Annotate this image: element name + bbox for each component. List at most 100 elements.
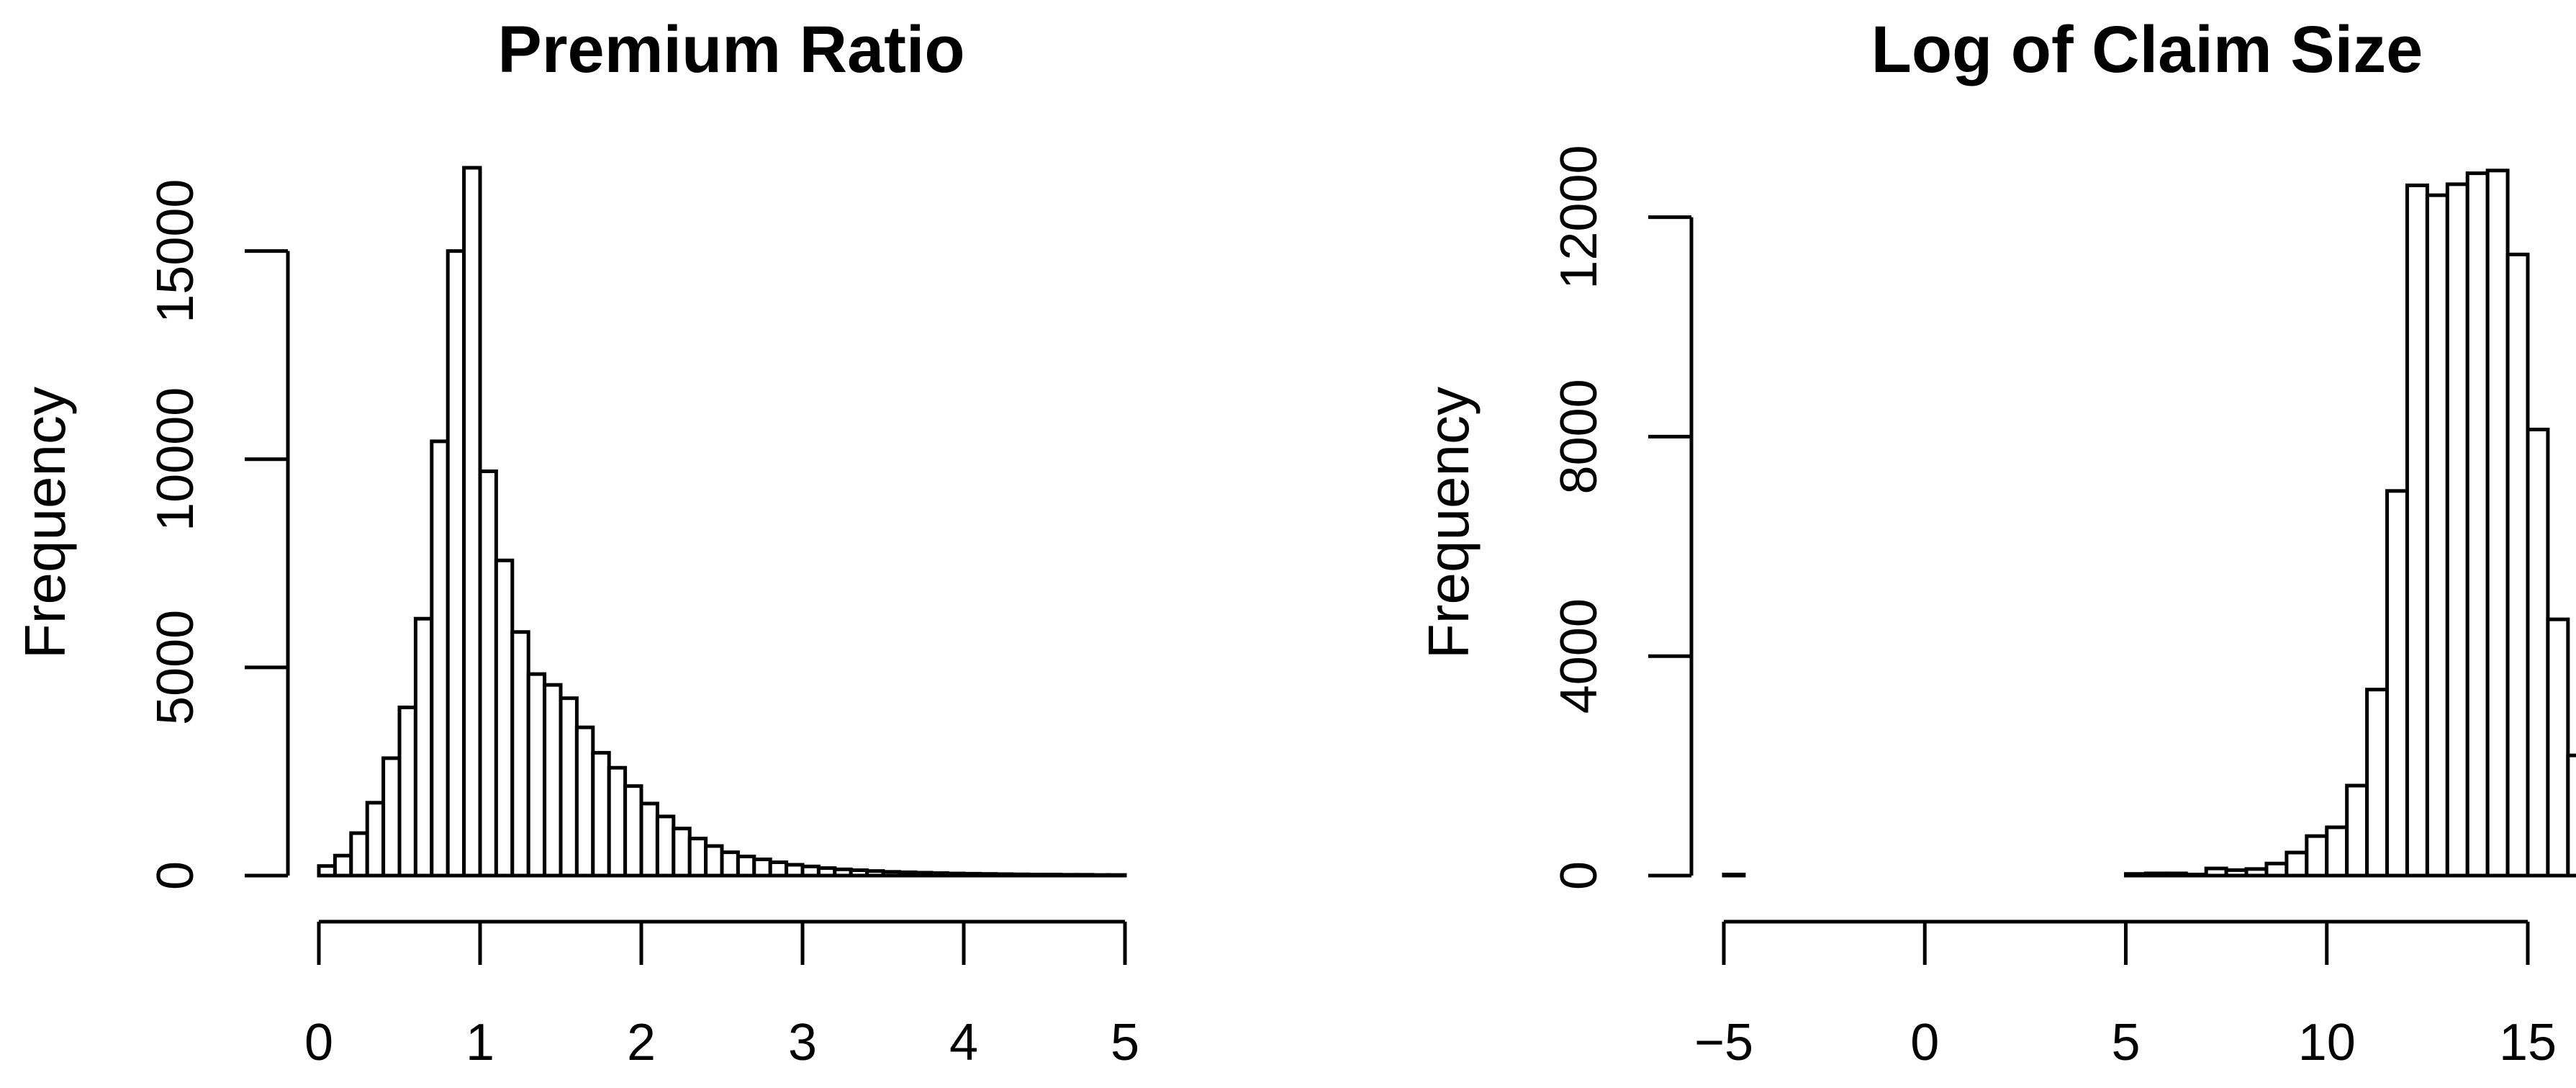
histogram-bar <box>833 867 853 878</box>
bars <box>317 166 1127 878</box>
histogram-bar <box>2405 183 2429 878</box>
histogram-bar <box>2445 182 2469 878</box>
histogram-bar <box>430 439 450 878</box>
histogram-bar <box>574 725 595 878</box>
bars <box>1722 168 2576 878</box>
histogram-bar <box>849 868 869 878</box>
histogram-bar <box>2284 850 2309 878</box>
y-tick-label: 12000 <box>1550 145 1608 289</box>
histogram-bar <box>2325 825 2349 878</box>
histogram-bar <box>655 814 676 878</box>
histogram-bar <box>865 869 885 878</box>
histogram-bar <box>2505 252 2530 878</box>
histogram-bar <box>413 616 434 878</box>
histogram-bar <box>462 166 482 878</box>
histogram-bar <box>2465 171 2490 878</box>
histogram-bar <box>623 784 643 878</box>
histogram-bar <box>994 872 1014 878</box>
histogram-bar <box>2345 783 2369 878</box>
x-tick-label: 15 <box>2499 1014 2557 1071</box>
y-tick-label: 4000 <box>1550 598 1608 714</box>
histogram-bar <box>720 850 740 878</box>
histogram-bar <box>800 864 821 878</box>
histogram-bar <box>2365 688 2390 878</box>
histogram-bar <box>1026 873 1047 878</box>
x-tick-label: 0 <box>1910 1014 1939 1071</box>
y-axis-label: Frequency <box>1416 387 1481 659</box>
histogram-bar <box>897 870 918 878</box>
histogram-bar <box>2385 489 2409 878</box>
chart-title: Premium Ratio <box>497 13 964 86</box>
histogram-bar <box>2124 872 2148 878</box>
y-axis: 0 4000 8000 12000 <box>1550 145 1694 890</box>
histogram-bar <box>2425 193 2449 878</box>
histogram-bar <box>397 705 417 878</box>
histogram-bar <box>929 871 950 878</box>
histogram-bar <box>2244 867 2269 878</box>
histogram-bar <box>785 863 805 878</box>
histogram-bar <box>639 801 659 878</box>
x-axis: −5 0 5 10 15 <box>1694 920 2557 1071</box>
histogram-bar <box>687 837 708 878</box>
histogram-bar <box>736 854 756 878</box>
histogram-bar <box>768 860 789 878</box>
x-tick-label: 3 <box>788 1014 817 1071</box>
histogram-bar <box>913 871 934 878</box>
histogram-bar <box>2264 861 2289 878</box>
histogram-bar <box>672 827 692 878</box>
y-tick-label: 0 <box>147 861 204 890</box>
histogram-log-claim-size: Log of Claim Size Frequency 0 4000 8000 120… <box>1416 13 2576 1071</box>
histogram-bar <box>704 844 724 878</box>
histogram-bar <box>1042 873 1062 878</box>
histogram-bar <box>2546 617 2570 878</box>
histogram-bar <box>1058 873 1079 878</box>
histogram-bar <box>446 249 466 878</box>
histogram-bar <box>816 866 837 878</box>
histogram-bar <box>317 864 337 878</box>
histogram-bar <box>752 857 772 878</box>
histogram-bar <box>946 871 966 878</box>
y-tick-label: 8000 <box>1550 379 1608 494</box>
histogram-bar <box>559 696 579 878</box>
histogram-bar <box>962 871 982 878</box>
histogram-bar <box>1010 872 1031 878</box>
histogram-bar <box>1075 873 1095 878</box>
histogram-bar <box>2566 753 2576 878</box>
x-axis: 0 1 2 3 4 5 <box>304 920 1139 1071</box>
histogram-bar <box>2143 871 2168 878</box>
histogram-bar <box>881 870 901 878</box>
chart-title: Log of Claim Size <box>1871 13 2423 86</box>
histogram-bar <box>1722 872 1746 878</box>
histogram-bar <box>2224 868 2249 878</box>
x-tick-label: 1 <box>466 1014 494 1071</box>
x-tick-label: 4 <box>949 1014 978 1071</box>
y-tick-label: 5000 <box>147 610 204 725</box>
histogram-bar <box>333 853 353 878</box>
histogram-bar <box>349 831 369 878</box>
histogram-bar <box>543 683 563 878</box>
x-tick-label: 5 <box>1111 1014 1139 1071</box>
histogram-bar <box>591 750 611 878</box>
histogram-bar <box>381 756 402 878</box>
histogram-bar <box>478 469 498 878</box>
histogram-bar <box>494 558 515 878</box>
x-tick-label: 10 <box>2298 1014 2356 1071</box>
histogram-bar <box>2526 427 2550 878</box>
y-tick-label: 10000 <box>147 387 204 531</box>
histogram-bar <box>1107 873 1127 878</box>
x-tick-label: 0 <box>304 1014 333 1071</box>
histogram-bar <box>2164 871 2188 878</box>
histogram-bar <box>365 801 386 878</box>
y-axis: 0 5000 10000 15000 <box>147 179 290 890</box>
histogram-bar <box>1090 873 1111 878</box>
histogram-bar <box>607 765 628 878</box>
histogram-bar <box>2485 168 2510 878</box>
histogram-bar <box>2184 872 2208 878</box>
x-tick-label: 2 <box>627 1014 656 1071</box>
histogram-bar <box>2305 834 2329 878</box>
histogram-bar <box>510 630 530 878</box>
y-tick-label: 15000 <box>147 179 204 323</box>
histogram-bar <box>977 872 998 878</box>
y-axis-label: Frequency <box>13 387 77 659</box>
